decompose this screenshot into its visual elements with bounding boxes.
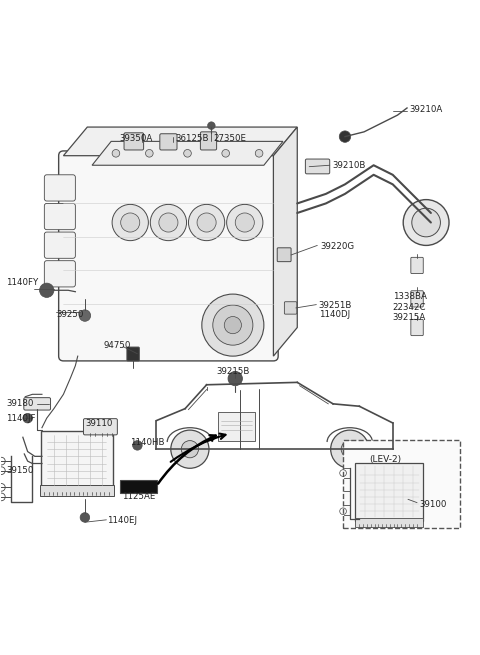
FancyBboxPatch shape [277,248,291,261]
Text: 1338BA: 1338BA [393,292,427,301]
Polygon shape [274,127,297,356]
Text: 39100: 39100 [419,500,446,508]
Text: (LEV-2): (LEV-2) [369,455,401,464]
Text: 39250: 39250 [56,310,84,318]
Circle shape [181,441,199,458]
Circle shape [189,204,225,240]
Circle shape [171,430,209,468]
FancyBboxPatch shape [84,419,117,435]
FancyBboxPatch shape [305,159,330,174]
Circle shape [197,213,216,232]
Polygon shape [92,141,283,165]
Circle shape [184,149,192,157]
Circle shape [339,131,351,142]
Circle shape [112,204,148,240]
Text: 39350A: 39350A [120,134,153,143]
FancyBboxPatch shape [59,151,278,361]
Text: 39110: 39110 [85,419,112,428]
Circle shape [112,149,120,157]
Circle shape [202,294,264,356]
Text: 39210B: 39210B [332,160,365,170]
FancyBboxPatch shape [411,257,423,274]
Text: 1125AE: 1125AE [121,493,155,502]
FancyBboxPatch shape [40,485,114,496]
Circle shape [412,208,441,237]
Circle shape [23,413,33,423]
FancyBboxPatch shape [24,398,50,410]
FancyBboxPatch shape [355,518,423,527]
FancyBboxPatch shape [120,479,157,493]
FancyBboxPatch shape [200,132,216,150]
Circle shape [39,283,54,297]
Text: 22342C: 22342C [393,303,426,312]
FancyBboxPatch shape [124,133,144,150]
Circle shape [222,149,229,157]
Text: 39210A: 39210A [409,105,443,115]
FancyBboxPatch shape [160,134,177,150]
Circle shape [341,441,359,458]
Text: 39180: 39180 [6,400,34,408]
Circle shape [150,204,187,240]
Text: 1140DJ: 1140DJ [319,310,350,319]
Text: 39251B: 39251B [319,301,352,310]
Polygon shape [63,127,297,156]
Text: 39215A: 39215A [393,314,426,322]
Text: 1140HB: 1140HB [130,438,165,447]
Circle shape [159,213,178,232]
Circle shape [331,430,369,468]
FancyBboxPatch shape [284,302,297,314]
FancyBboxPatch shape [411,291,423,307]
FancyBboxPatch shape [356,463,423,521]
FancyBboxPatch shape [127,347,139,361]
FancyBboxPatch shape [411,320,423,335]
Text: 94750: 94750 [104,341,132,350]
FancyBboxPatch shape [343,440,459,528]
Text: 1140EJ: 1140EJ [108,516,137,525]
Circle shape [207,122,215,130]
Circle shape [227,204,263,240]
FancyBboxPatch shape [44,175,75,201]
Circle shape [120,213,140,232]
Circle shape [79,310,91,322]
Text: 1140FY: 1140FY [6,278,38,287]
Circle shape [224,316,241,333]
FancyBboxPatch shape [40,431,113,489]
FancyBboxPatch shape [44,232,75,258]
Circle shape [228,371,242,386]
FancyBboxPatch shape [44,261,75,287]
Circle shape [255,149,263,157]
Text: 27350E: 27350E [214,134,247,143]
Text: 1140JF: 1140JF [6,414,36,422]
Text: 39215B: 39215B [216,367,250,376]
Circle shape [80,513,90,522]
FancyBboxPatch shape [217,413,255,441]
Circle shape [403,200,449,246]
Circle shape [145,149,153,157]
FancyBboxPatch shape [44,204,75,230]
Text: 39220G: 39220G [320,242,354,251]
Circle shape [235,213,254,232]
Text: 36125B: 36125B [176,134,209,143]
Circle shape [213,305,253,345]
Text: 39150: 39150 [6,466,34,475]
Circle shape [132,441,142,450]
